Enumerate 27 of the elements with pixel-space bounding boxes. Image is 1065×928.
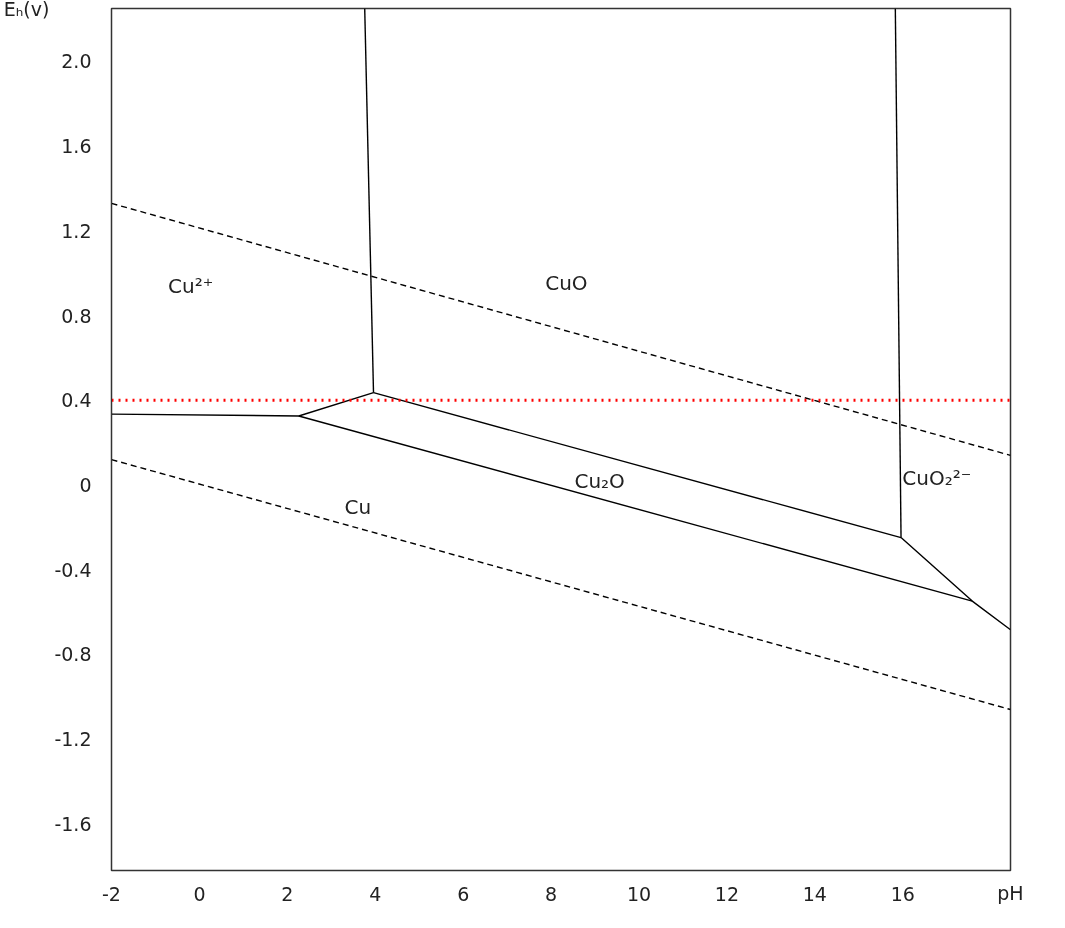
y-tick-label: -0.8 xyxy=(54,643,92,666)
y-tick-label: -1.6 xyxy=(54,812,92,835)
y-axis-title: Eₕ(v) xyxy=(3,0,50,20)
y-tick-label: 0.4 xyxy=(61,389,92,412)
x-tick-label: 2 xyxy=(281,882,294,905)
y-tick-label: 1.2 xyxy=(61,219,92,242)
x-tick-label: 8 xyxy=(545,882,558,905)
annotation: Cu₂O xyxy=(574,468,625,493)
x-tick-label: 16 xyxy=(890,882,915,905)
x-tick-label: 10 xyxy=(626,882,652,905)
annotation: Cu²⁺ xyxy=(168,274,214,299)
y-tick-label: -0.4 xyxy=(54,558,92,581)
y-tick-label: 2.0 xyxy=(61,50,92,73)
x-tick-label: 0 xyxy=(193,882,206,905)
x-tick-label: 14 xyxy=(802,882,827,905)
x-tick-label: 4 xyxy=(369,882,382,905)
y-tick-label: -1.2 xyxy=(54,728,92,751)
annotation: Cu xyxy=(344,494,372,519)
y-tick-label: 0.8 xyxy=(61,304,92,327)
y-tick-label: 0 xyxy=(79,474,92,497)
annotation: CuO₂²⁻ xyxy=(902,466,972,491)
x-axis-title: pH xyxy=(997,881,1024,904)
x-tick-label: -2 xyxy=(102,882,121,905)
x-tick-label: 6 xyxy=(457,882,470,905)
y-tick-label: 1.6 xyxy=(61,135,92,158)
x-tick-label: 12 xyxy=(714,882,740,905)
annotation: CuO xyxy=(545,271,588,296)
